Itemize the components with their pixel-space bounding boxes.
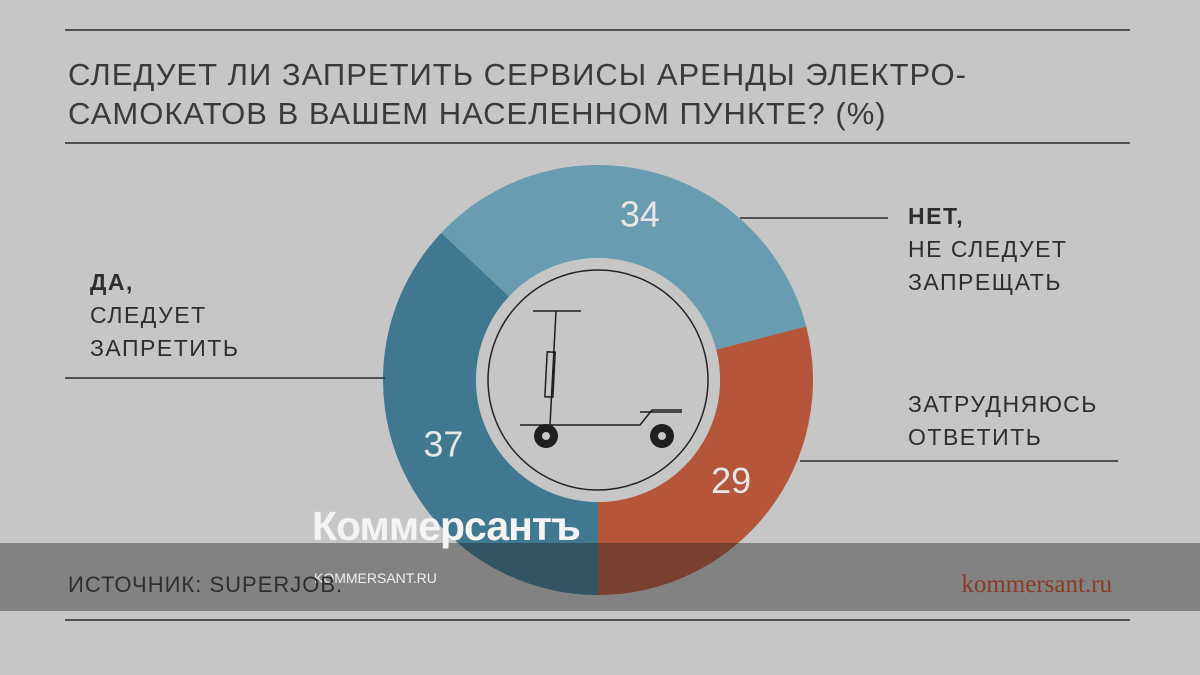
category-label: ОТВЕТИТЬ	[908, 424, 1042, 450]
watermark-band	[0, 543, 1200, 611]
category-label: ЗАПРЕТИТЬ	[90, 335, 239, 361]
value-label: 29	[711, 460, 751, 501]
scooter-hub	[658, 432, 666, 440]
source: ИСТОЧНИК: SUPERJOB.	[68, 572, 343, 597]
donut-segment	[383, 232, 598, 595]
category-label: НЕ СЛЕДУЕТ	[908, 236, 1067, 262]
value-label: 34	[620, 193, 660, 234]
donut-segment	[598, 326, 813, 595]
category-label: СЛЕДУЕТ	[90, 302, 207, 328]
donut-hole	[476, 258, 720, 502]
chart-title: САМОКАТОВ В ВАШЕМ НАСЕЛЕННОМ ПУНКТЕ? (%)	[68, 96, 887, 131]
category-label: ЗАТРУДНЯЮСЬ	[908, 391, 1098, 417]
donut	[383, 165, 813, 595]
icon-ring	[487, 269, 709, 491]
donut-segment	[441, 165, 807, 350]
scooter-hub	[542, 432, 550, 440]
category-label: ДА,	[90, 269, 134, 295]
labels: 37 34 29 ДА, СЛЕДУЕТ ЗАПРЕТИТЬ НЕТ, НЕ СЛЕДУЕТ З…	[65, 193, 1118, 501]
scooter-icon	[520, 310, 682, 426]
watermark-url: KOMMERSANT.RU	[314, 570, 437, 586]
chart-title: СЛЕДУЕТ ЛИ ЗАПРЕТИТЬ СЕРВИСЫ АРЕНДЫ ЭЛЕК…	[68, 57, 967, 92]
category-label: НЕТ,	[908, 203, 964, 229]
site-link: kommersant.ru	[961, 571, 1112, 598]
category-label: ЗАПРЕЩАТЬ	[908, 269, 1062, 295]
value-label: 37	[423, 423, 463, 464]
watermark-brand: Коммерсантъ	[312, 503, 580, 549]
